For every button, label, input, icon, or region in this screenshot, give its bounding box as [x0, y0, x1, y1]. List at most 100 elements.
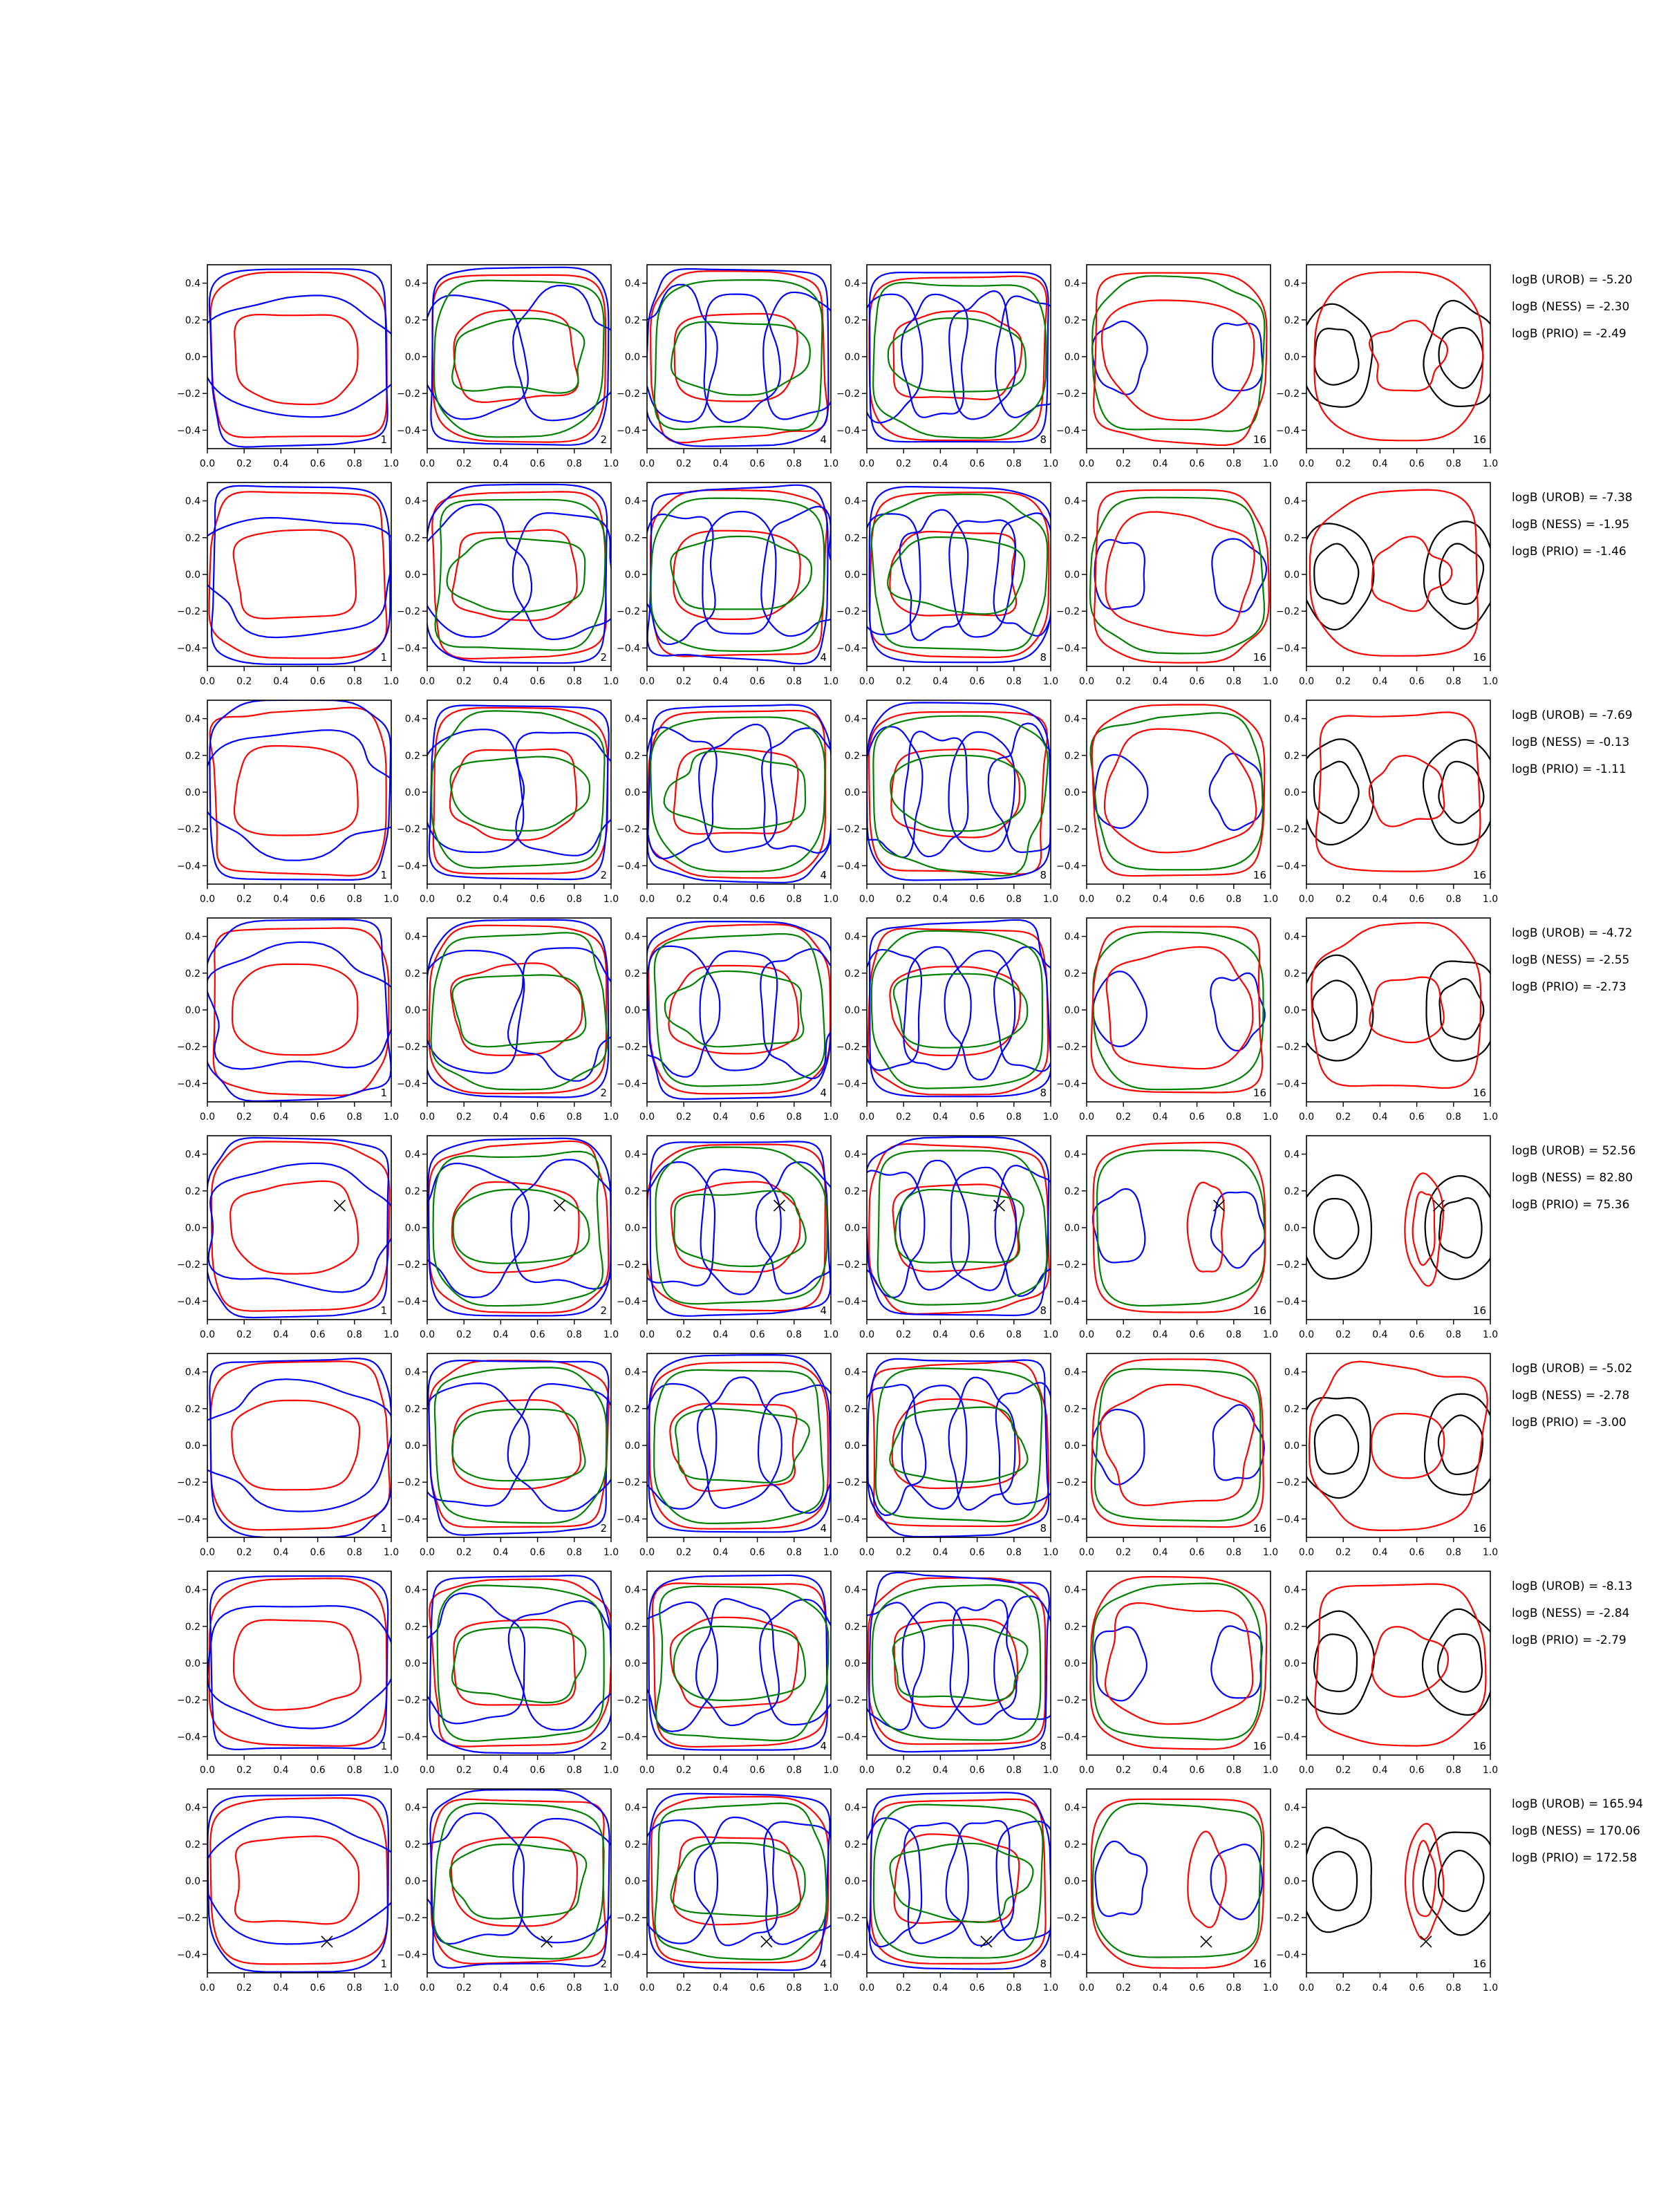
y-tick-label: 0.4 — [185, 1585, 200, 1596]
y-tick-label: 0.4 — [625, 714, 640, 725]
x-tick-label: 0.4 — [1372, 1329, 1387, 1340]
x-tick-label: 0.4 — [1152, 1329, 1168, 1340]
x-tick-label: 1.0 — [1263, 676, 1278, 687]
panel-label: 8 — [1040, 433, 1047, 446]
contour-panel: 0.0 0.2 0.4 0.6 0.8 1.0 0.4 0.2 0.0 −0.2 −0.4 16 — [1056, 1571, 1278, 1776]
y-tick-label: −0.4 — [397, 861, 420, 872]
x-tick-label: 0.8 — [1006, 894, 1022, 905]
x-tick-label: 1.0 — [823, 894, 838, 905]
x-tick-label: 0.6 — [1409, 1983, 1424, 1994]
y-tick-label: 0.2 — [845, 751, 860, 762]
contour-line — [1210, 972, 1266, 1052]
y-tick-label: −0.4 — [177, 425, 200, 436]
contour-line — [944, 950, 1016, 1081]
panel-label: 1 — [380, 1958, 387, 1970]
contour-line — [449, 756, 591, 832]
x-tick-label: 0.6 — [749, 1765, 765, 1776]
y-tick-label: −0.2 — [1056, 1913, 1080, 1924]
contour-line — [1422, 738, 1490, 846]
logb-stat: logB (UROB) = 165.94 — [1512, 1797, 1643, 1811]
x-tick-label: 0.0 — [420, 1112, 435, 1123]
logb-stat: logB (UROB) = -7.69 — [1512, 709, 1633, 722]
x-marker — [333, 1199, 346, 1212]
y-tick-label: 0.2 — [1065, 1839, 1080, 1850]
y-tick-label: −0.4 — [1056, 1949, 1080, 1960]
contour-line — [1090, 1358, 1264, 1528]
axes-frame — [866, 917, 1051, 1103]
x-marker — [1420, 1936, 1432, 1948]
y-tick-label: 0.4 — [1284, 496, 1300, 507]
contour-line — [892, 1183, 1020, 1273]
y-tick-label: 0.0 — [405, 787, 420, 798]
panel-label: 4 — [820, 1087, 827, 1099]
x-tick-label: 0.8 — [1006, 1112, 1022, 1123]
contour-line — [901, 1385, 968, 1510]
contour-line — [209, 1360, 391, 1531]
contour-line — [871, 1360, 1050, 1528]
contour-line — [1090, 1798, 1265, 1969]
panel-label: 1 — [380, 1304, 387, 1317]
x-tick-label: 0.0 — [420, 1983, 435, 1994]
panel-label: 4 — [820, 651, 827, 664]
x-marker — [773, 1199, 786, 1212]
contour-line — [1091, 275, 1266, 432]
y-tick-label: 0.4 — [625, 496, 640, 507]
y-tick-label: 0.2 — [625, 1839, 640, 1850]
panel-label: 2 — [600, 869, 607, 881]
contour-line — [867, 948, 922, 1071]
contour-panel: 0.0 0.2 0.4 0.6 0.8 1.0 0.4 0.2 0.0 −0.2 −0.4 16 — [1276, 1788, 1498, 1994]
contour-line — [233, 744, 359, 836]
contour-line — [209, 700, 391, 881]
contour-line — [673, 1625, 807, 1702]
y-tick-label: 0.4 — [1065, 496, 1080, 507]
contour-line — [207, 1162, 391, 1293]
y-tick-label: 0.2 — [185, 751, 200, 762]
panel-label: 4 — [820, 1304, 827, 1317]
logb-stat: logB (NESS) = -1.95 — [1512, 518, 1629, 532]
x-tick-label: 0.8 — [1446, 894, 1461, 905]
contour-line — [207, 1378, 391, 1512]
contour-line — [649, 1141, 831, 1317]
y-tick-label: 0.0 — [1065, 1005, 1080, 1016]
y-tick-label: 0.4 — [185, 496, 200, 507]
contour-line — [760, 948, 831, 1080]
contour-line — [229, 1180, 359, 1275]
x-tick-label: 1.0 — [1043, 1547, 1058, 1558]
x-tick-label: 0.8 — [347, 1112, 362, 1123]
y-tick-label: −0.4 — [617, 1514, 640, 1525]
x-tick-label: 0.0 — [200, 676, 215, 687]
contour-line — [1089, 1575, 1268, 1750]
x-tick-label: 1.0 — [1043, 1329, 1058, 1340]
contour-line — [647, 727, 718, 860]
y-tick-label: 0.4 — [185, 932, 200, 943]
contour-line — [1371, 1626, 1450, 1698]
y-tick-label: 0.2 — [185, 1404, 200, 1415]
x-tick-label: 0.6 — [1189, 458, 1204, 469]
x-tick-label: 0.4 — [273, 1765, 288, 1776]
x-tick-label: 0.8 — [347, 1547, 362, 1558]
y-tick-label: −0.4 — [836, 1732, 860, 1743]
contour-line — [1313, 1198, 1360, 1260]
y-tick-label: −0.2 — [836, 1259, 860, 1271]
y-tick-label: 0.0 — [1065, 1658, 1080, 1669]
contour-line — [1306, 303, 1374, 408]
contour-panel: 0.0 0.2 0.4 0.6 0.8 1.0 0.4 0.2 0.0 −0.2 −0.4 2 — [397, 1788, 619, 1994]
axes-frame — [1086, 1571, 1271, 1756]
contour-line — [869, 491, 1050, 659]
x-marker — [553, 1199, 566, 1212]
x-tick-label: 0.6 — [749, 1329, 765, 1340]
contour-line — [1210, 1844, 1264, 1920]
contour-line — [1314, 1583, 1487, 1747]
contour-line — [1306, 523, 1375, 631]
contour-line — [903, 731, 969, 858]
contour-line — [890, 754, 1027, 832]
x-tick-label: 0.8 — [1446, 1983, 1461, 1994]
contour-line — [450, 1836, 579, 1927]
contour-line — [867, 1817, 923, 1948]
contour-panel: 0.0 0.2 0.4 0.6 0.8 1.0 0.4 0.2 0.0 −0.2 −0.4 16 — [1056, 264, 1278, 469]
y-tick-label: −0.4 — [617, 1949, 640, 1960]
axes-frame — [1086, 1353, 1271, 1538]
y-tick-label: 0.0 — [845, 570, 860, 581]
y-tick-label: 0.2 — [1284, 1404, 1300, 1415]
logb-stat: logB (NESS) = -0.13 — [1512, 735, 1629, 749]
